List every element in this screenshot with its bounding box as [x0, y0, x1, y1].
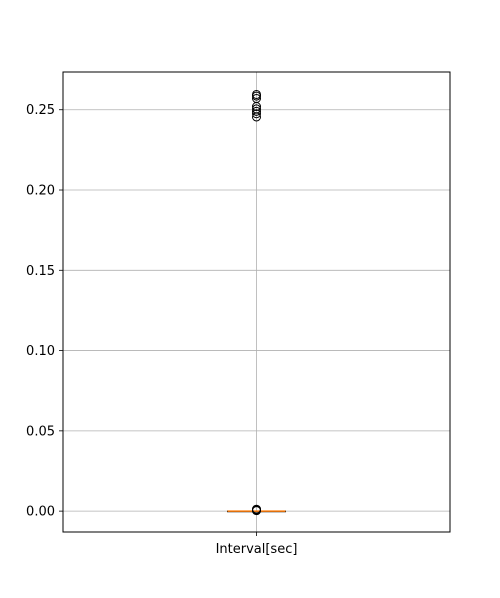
axis-ticks: 0.00 0.05 0.10 0.15 0.20 0.25 Interval[sec]	[26, 103, 297, 557]
box-layer	[227, 510, 286, 513]
outlier-point	[252, 109, 261, 119]
grid-lines	[63, 72, 450, 532]
y-tick-label: 0.05	[26, 424, 55, 439]
y-tick-label: 0.25	[26, 103, 55, 118]
outlier-point	[252, 93, 261, 103]
x-tick-label: Interval[sec]	[216, 542, 298, 557]
y-tick-label: 0.00	[26, 505, 55, 520]
y-tick-label: 0.10	[26, 344, 55, 359]
outlier-point	[252, 106, 261, 116]
y-tick-label: 0.15	[26, 264, 55, 279]
outlier-point	[252, 89, 261, 99]
outlier-markers	[252, 89, 261, 516]
y-tick-label: 0.20	[26, 184, 55, 199]
outlier-point	[252, 504, 261, 514]
outlier-point	[252, 104, 261, 114]
